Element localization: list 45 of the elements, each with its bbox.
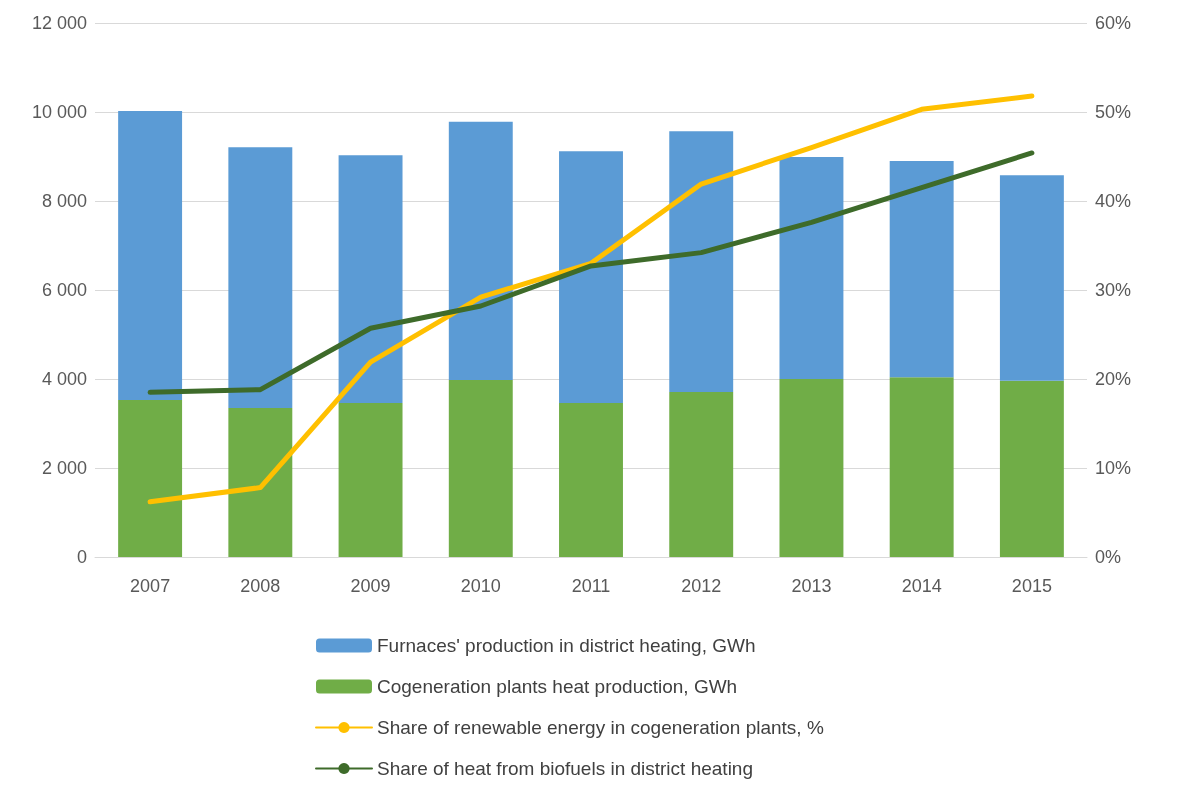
y-tick-label: 2 000 <box>41 458 87 478</box>
bar <box>779 379 844 557</box>
bar <box>999 175 1064 381</box>
bar <box>559 151 623 404</box>
y-tick-label: 4 000 <box>41 369 87 389</box>
bar <box>228 407 293 557</box>
y-tick-label: 10 000 <box>31 102 87 122</box>
bar <box>448 121 513 380</box>
y-tick-label: 0 <box>76 547 87 567</box>
x-tick-label: 2011 <box>571 576 611 596</box>
x-tick-label: 2008 <box>240 576 281 596</box>
bar <box>889 160 954 378</box>
y-tick-label: 8 000 <box>41 191 87 211</box>
x-tick-label: 2013 <box>791 576 832 596</box>
x-tick-label: 2009 <box>350 576 391 596</box>
x-tick-label: 2014 <box>901 576 942 596</box>
y2-tick-label: 0% <box>1095 547 1122 567</box>
legend-label: Share of renewable energy in cogeneration plants, % <box>377 717 824 738</box>
x-tick-label: 2012 <box>681 576 722 596</box>
bar <box>228 147 293 408</box>
x-tick-label: 2010 <box>460 576 501 596</box>
bar <box>338 403 403 557</box>
bar <box>338 155 403 404</box>
y-tick-label: 12 000 <box>31 13 87 33</box>
y2-tick-label: 30% <box>1095 280 1132 300</box>
y-tick-label: 6 000 <box>41 280 87 300</box>
bar <box>889 377 954 557</box>
y2-tick-label: 60% <box>1095 13 1132 33</box>
y2-tick-label: 20% <box>1095 369 1132 389</box>
legend-label: Furnaces' production in district heating, GWh <box>377 635 756 656</box>
bar <box>999 380 1064 557</box>
bar <box>779 156 844 379</box>
y2-tick-label: 10% <box>1095 458 1132 478</box>
y2-tick-label: 50% <box>1095 102 1132 122</box>
bar <box>669 131 734 392</box>
x-tick-label: 2015 <box>1011 576 1052 596</box>
bar <box>669 391 734 557</box>
bar <box>118 399 183 557</box>
x-tick-label: 2007 <box>130 576 171 596</box>
bar <box>118 111 183 400</box>
bar <box>448 379 513 557</box>
y2-tick-label: 40% <box>1095 191 1132 211</box>
legend-label: Cogeneration plants heat production, GWh <box>377 676 738 697</box>
legend-label: Share of heat from biofuels in district heating <box>377 758 753 779</box>
bar <box>559 403 623 557</box>
